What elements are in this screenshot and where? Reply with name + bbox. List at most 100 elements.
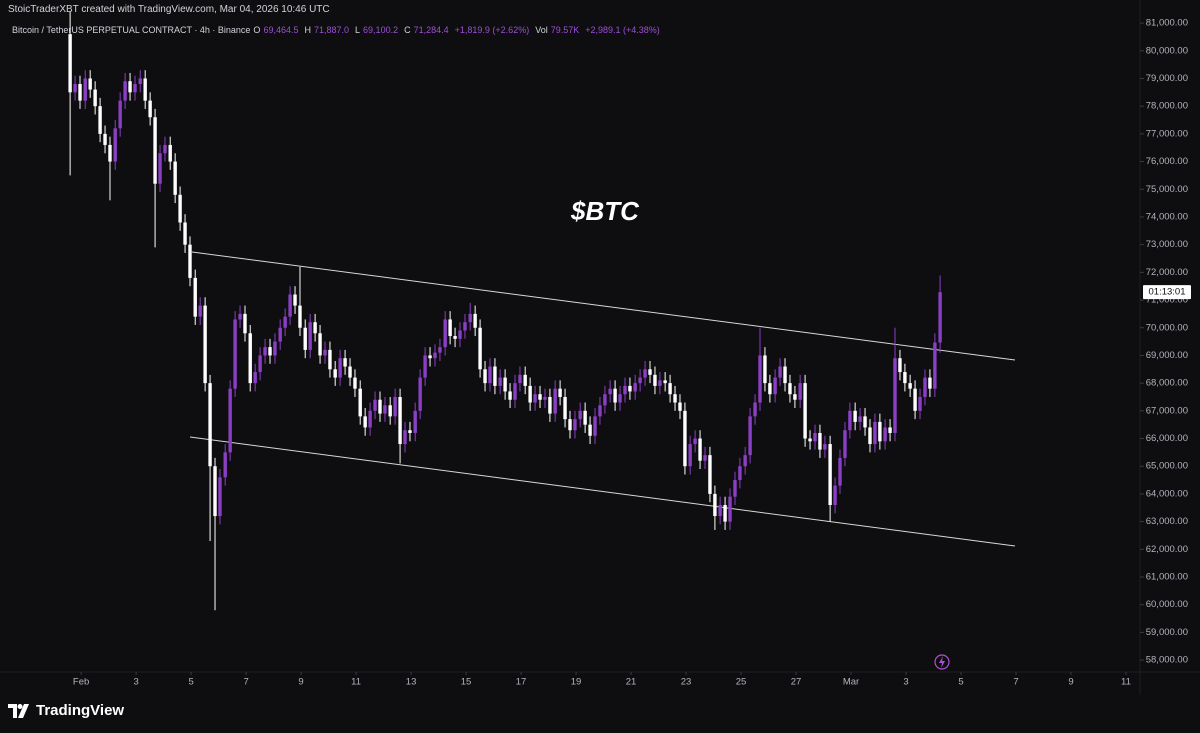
candle-body bbox=[198, 305, 202, 317]
y-tick-label: 70,000.00 bbox=[1146, 322, 1188, 333]
candle-body bbox=[88, 78, 92, 90]
brand: TradingView bbox=[8, 702, 124, 719]
y-tick-label: 60,000.00 bbox=[1146, 599, 1188, 610]
channel-upper bbox=[191, 251, 1016, 361]
volume-change: +2,989.1 (+4.38%) bbox=[585, 25, 660, 35]
candle-body bbox=[883, 427, 887, 442]
x-tick-label: Feb bbox=[73, 677, 89, 688]
candle-body bbox=[73, 84, 77, 93]
open-value: 69,464.5 bbox=[263, 25, 299, 35]
candle-body bbox=[98, 106, 102, 134]
high-value: 71,887.0 bbox=[313, 25, 350, 35]
candle-body bbox=[268, 347, 272, 356]
candle-body bbox=[143, 78, 147, 101]
candle-body bbox=[318, 333, 322, 356]
candle-body bbox=[243, 313, 247, 334]
brand-name: TradingView bbox=[36, 702, 125, 719]
candle-body bbox=[588, 424, 592, 436]
candle-body bbox=[868, 427, 872, 445]
candle-body bbox=[788, 383, 792, 395]
candle-body bbox=[213, 466, 217, 517]
candle-body bbox=[303, 327, 307, 350]
x-tick-label: 27 bbox=[791, 677, 802, 688]
candle-body bbox=[913, 388, 917, 411]
candles bbox=[68, 12, 942, 611]
candle-body bbox=[638, 377, 642, 384]
candle-body bbox=[493, 366, 497, 386]
candle-body bbox=[403, 430, 407, 445]
candle-body bbox=[578, 410, 582, 420]
candle-body bbox=[698, 438, 702, 461]
y-tick-label: 59,000.00 bbox=[1146, 627, 1188, 638]
candle-body bbox=[568, 419, 572, 431]
candle-body bbox=[138, 78, 142, 85]
candle-body bbox=[863, 416, 867, 428]
low-key: L bbox=[355, 25, 361, 35]
candle-body bbox=[678, 402, 682, 411]
candle-body bbox=[123, 81, 127, 101]
x-tick-label: 15 bbox=[461, 677, 472, 688]
candle-body bbox=[513, 383, 517, 400]
candle-body bbox=[583, 410, 587, 425]
candle-body bbox=[208, 383, 212, 467]
countdown: 01:13:01 bbox=[1149, 287, 1186, 298]
candle-body bbox=[458, 330, 462, 339]
candle-body bbox=[338, 358, 342, 378]
close-key: C bbox=[404, 25, 411, 35]
y-tick-label: 66,000.00 bbox=[1146, 433, 1188, 444]
x-tick-label: 9 bbox=[1068, 677, 1073, 688]
x-tick-label: 5 bbox=[188, 677, 193, 688]
high-key: H bbox=[304, 25, 311, 35]
candle-body bbox=[443, 319, 447, 348]
candle-body bbox=[378, 399, 382, 414]
candle-body bbox=[808, 438, 812, 442]
candle-body bbox=[153, 117, 157, 184]
candle-body bbox=[823, 444, 827, 450]
candle-body bbox=[113, 128, 117, 162]
candle-body bbox=[708, 455, 712, 494]
candle-body bbox=[488, 366, 492, 384]
volume-value: 79.57K bbox=[550, 25, 580, 35]
candle-body bbox=[398, 396, 402, 445]
candle-body bbox=[353, 377, 357, 389]
candle-body bbox=[363, 416, 367, 428]
candle-body bbox=[643, 369, 647, 378]
candle-body bbox=[608, 388, 612, 395]
candle-body bbox=[228, 388, 232, 453]
candle-body bbox=[703, 455, 707, 461]
candle-body bbox=[903, 372, 907, 384]
candle-body bbox=[263, 347, 267, 356]
candle-body bbox=[683, 410, 687, 467]
candle-body bbox=[78, 84, 82, 101]
x-tick-label: 19 bbox=[571, 677, 582, 688]
candle-body bbox=[758, 355, 762, 403]
candle-body bbox=[158, 153, 162, 184]
candle-body bbox=[433, 352, 437, 359]
candle-body bbox=[498, 377, 502, 386]
candle-body bbox=[778, 366, 782, 378]
x-tick-label: 5 bbox=[958, 677, 963, 688]
candle-body bbox=[333, 369, 337, 378]
candle-body bbox=[828, 444, 832, 505]
candle-body bbox=[308, 322, 312, 350]
x-tick-label: 9 bbox=[298, 677, 303, 688]
candle-body bbox=[833, 485, 837, 505]
candle-body bbox=[388, 405, 392, 417]
candle-body bbox=[128, 81, 132, 93]
candle-body bbox=[538, 394, 542, 400]
y-tick-label: 64,000.00 bbox=[1146, 488, 1188, 499]
candle-body bbox=[358, 388, 362, 417]
candle-body bbox=[818, 432, 822, 450]
candle-body bbox=[928, 377, 932, 389]
candle-body bbox=[148, 100, 152, 118]
candle-body bbox=[173, 161, 177, 195]
candle-body bbox=[793, 394, 797, 400]
candle-body bbox=[258, 355, 262, 373]
candle-body bbox=[423, 355, 427, 378]
candle-body bbox=[873, 421, 877, 445]
y-tick-label: 75,000.00 bbox=[1146, 184, 1188, 195]
candle-body bbox=[528, 385, 532, 403]
y-tick-label: 80,000.00 bbox=[1146, 45, 1188, 56]
candle-body bbox=[763, 355, 767, 384]
candle-body bbox=[563, 396, 567, 420]
